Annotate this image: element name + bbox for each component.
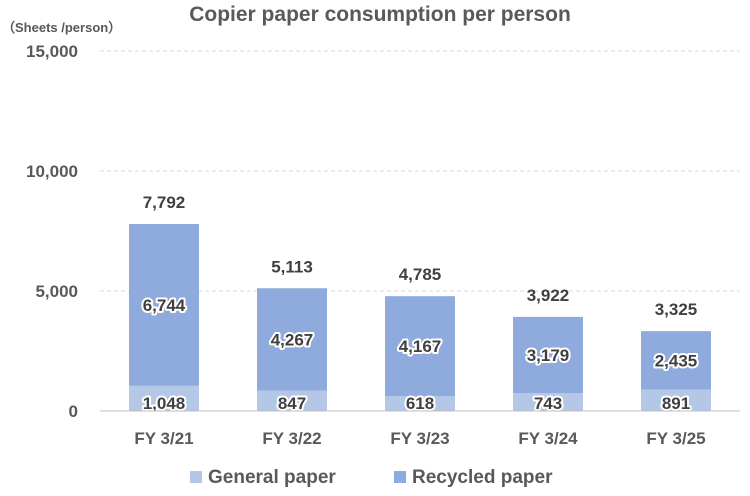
y-tick-label: 0 — [69, 402, 78, 421]
x-tick-label: FY 3/22 — [262, 429, 321, 448]
bar-recycled-paper — [129, 223, 199, 386]
bar-general-paper — [385, 396, 455, 411]
data-labels: 1,048 6,744 7,792 847 4,267 5,113 618 4,167 4,78… — [141, 193, 700, 415]
legend-label: General paper — [208, 467, 336, 488]
y-tick-label: 15,000 — [26, 42, 78, 61]
legend: General paper Recycled paper — [190, 467, 553, 488]
segment-value-label: 4,267 — [271, 330, 314, 349]
segment-value-label: 618 — [406, 394, 434, 413]
x-axis-ticks: FY 3/21 FY 3/22 FY 3/23 FY 3/24 FY 3/25 — [134, 429, 705, 448]
total-value-label: 7,792 — [143, 193, 186, 212]
segment-value-label: 847 — [278, 394, 306, 413]
bar-recycled-paper — [641, 331, 711, 390]
x-tick-label: FY 3/21 — [134, 429, 193, 448]
bars — [129, 223, 711, 411]
bar-general-paper — [513, 393, 583, 411]
legend-label: Recycled paper — [412, 467, 553, 488]
x-tick-label: FY 3/25 — [646, 429, 705, 448]
bar-recycled-paper — [257, 288, 327, 391]
legend-swatch — [190, 471, 202, 483]
segment-value-label: 1,048 — [143, 394, 186, 413]
total-value-label: 4,785 — [399, 265, 442, 284]
x-tick-label: FY 3/24 — [518, 429, 578, 448]
bar-general-paper — [641, 389, 711, 411]
y-unit-label: （Sheets /person） — [2, 20, 121, 35]
bar-recycled-paper — [385, 296, 455, 397]
segment-value-label: 743 — [534, 394, 562, 413]
segment-value-label: 4,167 — [399, 337, 442, 356]
chart-title: Copier paper consumption per person — [189, 3, 571, 26]
bar-recycled-paper — [513, 316, 583, 394]
gridlines — [100, 50, 740, 292]
total-value-label: 3,325 — [655, 300, 698, 319]
total-value-label: 5,113 — [271, 257, 313, 276]
x-tick-label: FY 3/23 — [390, 429, 449, 448]
total-value-label: 3,922 — [527, 286, 570, 305]
y-tick-label: 5,000 — [35, 282, 78, 301]
segment-value-label: 2,435 — [655, 351, 698, 370]
y-tick-label: 10,000 — [26, 162, 78, 181]
bar-general-paper — [257, 390, 327, 411]
segment-value-label: 891 — [662, 394, 690, 413]
legend-swatch — [394, 471, 406, 483]
bar-general-paper — [129, 385, 199, 411]
segment-value-label: 3,179 — [527, 346, 570, 365]
segment-value-label: 6,744 — [143, 296, 186, 315]
y-axis-ticks: 0 5,000 10,000 15,000 — [26, 42, 78, 421]
